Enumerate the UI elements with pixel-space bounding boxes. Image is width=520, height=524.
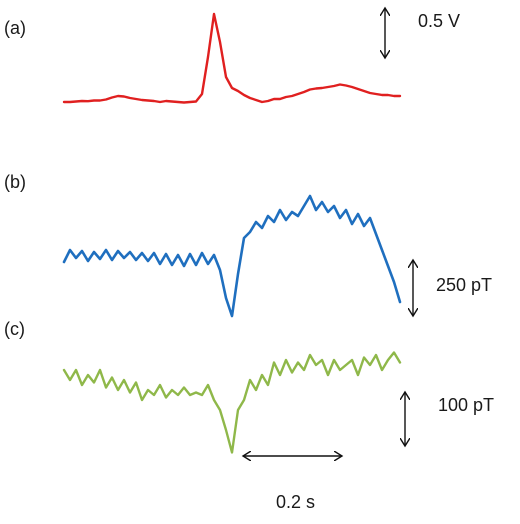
trace-line-a (62, 12, 402, 104)
panel-label-b: (b) (4, 172, 26, 192)
trace-line-b (62, 194, 402, 318)
scale-label-100pt: 100 pT (438, 395, 494, 415)
scale-label-time: 0.2 s (276, 492, 315, 512)
panel-label-c: (c) (4, 319, 25, 339)
scale-label-voltage: 0.5 V (418, 11, 460, 31)
scale-label-250pt: 250 pT (436, 275, 492, 295)
panel-label-a: (a) (4, 18, 26, 38)
trace-line-c (62, 351, 402, 454)
